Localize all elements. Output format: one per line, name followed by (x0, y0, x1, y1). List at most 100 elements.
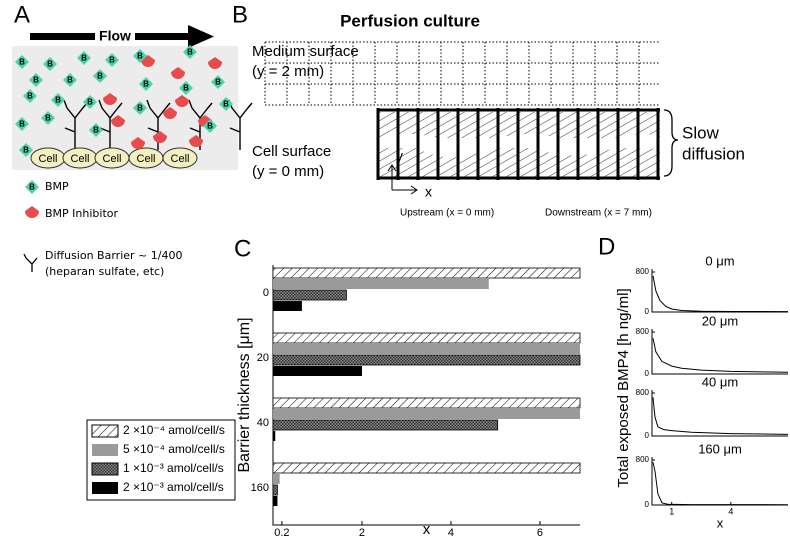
y-tick-label: 800 (636, 455, 650, 464)
subplot-title: 0 μm (705, 253, 734, 268)
legend-swatch (91, 462, 119, 476)
bar (273, 409, 580, 419)
bar-chart: 0 20 40 160 0.2 2 4 6 x Barrier thickness [μm] (236, 265, 581, 538)
subplot-title: 160 μm (698, 441, 742, 456)
bar (272, 462, 581, 474)
bmp (219, 97, 233, 111)
cell-label: Cell (137, 153, 156, 165)
bmp (77, 51, 91, 65)
y-tick-label: 20 (257, 352, 269, 364)
y-axis-label: Barrier thickness [μm] (236, 317, 253, 472)
y-tick-label: 0 (645, 307, 650, 316)
x-arrow-label: x (425, 184, 432, 200)
inhibitor (171, 67, 185, 79)
y-axis-label: Total exposed BMP4 [h ng/ml] (615, 288, 632, 487)
line-charts: 0 μm 0 800 Total exposed BMP4 [h ng/ml] 20 μ… (615, 253, 789, 530)
bmp-letter: B (55, 96, 61, 105)
line (652, 462, 789, 506)
bmp (41, 111, 55, 125)
legend-label: 1 ×10⁻³ amol/cell/s (123, 461, 224, 475)
bmp-letter: B (187, 48, 193, 57)
flow-label: Flow (99, 28, 131, 44)
panel-label: C (234, 235, 251, 262)
brace (663, 109, 679, 177)
inhibitor (103, 93, 117, 105)
legend-swatch (92, 444, 118, 456)
y-tick-label: 0 (645, 431, 650, 440)
inhibitor (175, 95, 189, 107)
gap-layer (378, 134, 660, 158)
bar (272, 289, 347, 301)
bar (272, 419, 499, 431)
cell-label: Cell (171, 153, 190, 165)
subplot-title: 40 μm (702, 374, 738, 389)
line (652, 338, 789, 373)
x-tick-label: 0.2 (274, 527, 289, 538)
slow-label: Slow (682, 123, 720, 142)
panel-label: B (232, 1, 248, 28)
x-tick-label: 4 (728, 506, 733, 516)
bar (272, 397, 581, 409)
bmp (93, 69, 107, 83)
bmp (139, 77, 153, 91)
cell-label: Cell (39, 153, 58, 165)
medium-label: Medium surface (252, 43, 359, 60)
bmp-letter: B (81, 54, 87, 63)
medium-y: (y = 2 mm) (252, 63, 324, 80)
legend-text: BMP Inhibitor (45, 207, 118, 220)
bmp (211, 75, 225, 89)
bar (273, 366, 362, 376)
cell-y: (y = 0 mm) (252, 163, 324, 180)
bmp (29, 73, 43, 87)
bmp-letter: B (137, 104, 143, 113)
bar (273, 431, 276, 441)
line (652, 275, 789, 313)
axis (651, 269, 788, 313)
inhibitor (111, 115, 125, 127)
x-tick-label: 2 (359, 527, 365, 538)
x-axis-label: x (423, 521, 431, 538)
bmp-letter: B (33, 76, 39, 85)
bar (272, 332, 581, 344)
legend-a: B BMP BMP Inhibitor Diffusion Barrier ~ … (23, 180, 182, 278)
inhibitor (189, 135, 203, 147)
legend-text: BMP (45, 180, 69, 193)
x-tick-label: 1 (669, 506, 674, 516)
diagram-title: Perfusion culture (340, 11, 480, 30)
bmp (89, 123, 103, 137)
barrier (98, 99, 123, 150)
bmp-letter: B (223, 100, 229, 109)
legend-swatch (92, 482, 118, 494)
inhibitor (153, 131, 167, 143)
legend-label: 2 ×10⁻³ amol/cell/s (123, 480, 224, 494)
flow-arrowhead (188, 25, 214, 48)
cell-label: Cell surface (252, 143, 331, 160)
axes-arrows (387, 164, 418, 195)
axis (651, 329, 788, 375)
inhibitor (208, 57, 222, 69)
y-tick-label: 800 (636, 267, 650, 276)
bmp-letter: B (67, 76, 73, 85)
x-axis-label: x (717, 515, 724, 530)
diffusion-label: diffusion (682, 144, 745, 163)
axis (651, 390, 788, 437)
subplot-title: 20 μm (702, 313, 738, 328)
legend-text: (heparan sulfate, etc) (45, 265, 164, 278)
panel-label: A (14, 1, 30, 28)
inhibitor (163, 107, 177, 119)
bmp-letter: B (215, 78, 221, 87)
barrier-icon (23, 253, 38, 272)
y-tick-label: 800 (636, 327, 650, 336)
y-tick-label: 40 (257, 417, 269, 429)
barrier (63, 99, 88, 150)
bar (273, 344, 580, 354)
bar (272, 267, 581, 279)
bmp-letter: B (143, 80, 149, 89)
bmp-icon (25, 180, 39, 194)
bar (272, 354, 581, 366)
legend-label: 5 ×10⁻⁴ amol/cell/s (123, 442, 225, 456)
y-tick-label: 0 (645, 369, 650, 378)
y-tick-label: 0 (645, 500, 650, 509)
